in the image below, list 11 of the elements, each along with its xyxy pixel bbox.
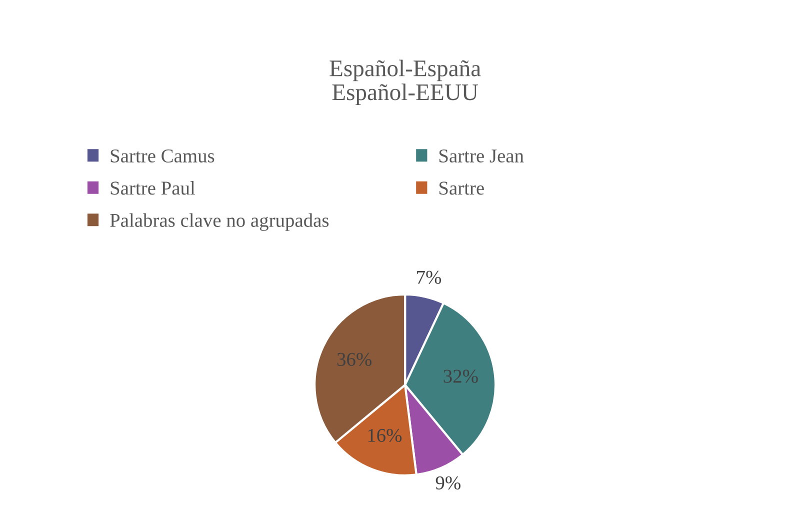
legend-label: Sartre Camus (110, 149, 214, 163)
chart-title: Español-España Español-EEUU (330, 60, 481, 106)
data-label: 36% (337, 352, 372, 366)
legend-label: Sartre (439, 182, 484, 195)
data-label: 7% (417, 270, 442, 284)
legend-label: Sartre Jean (439, 149, 524, 163)
data-label: 16% (368, 428, 402, 442)
legend-label: Sartre Paul (110, 181, 196, 195)
data-label: 32% (444, 370, 478, 383)
data-label: 9% (436, 476, 460, 490)
legend-label: Palabras clave no agrupadas (110, 213, 329, 231)
